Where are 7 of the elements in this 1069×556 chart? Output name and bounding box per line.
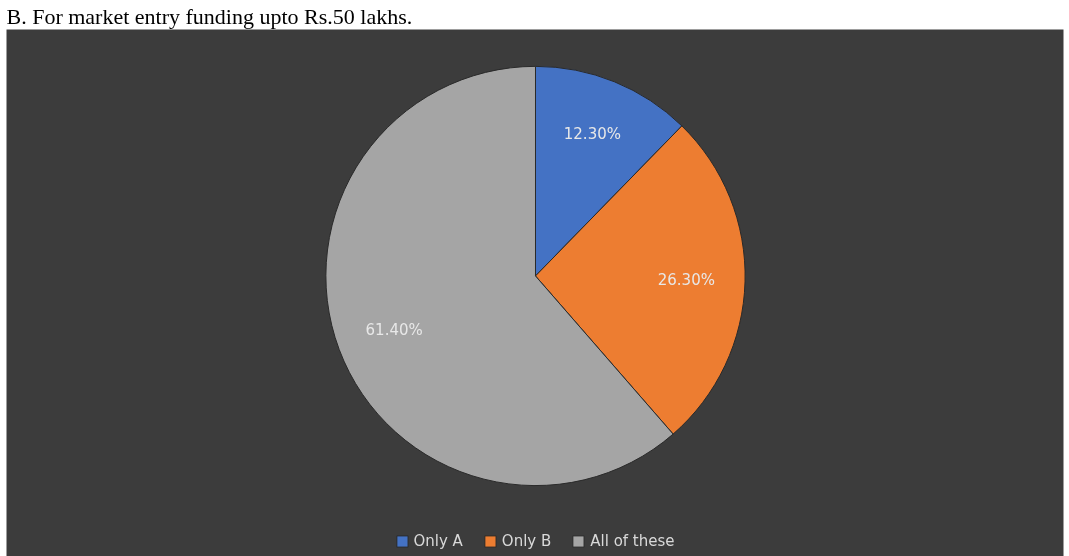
chart-title: B. For market entry funding upto Rs.50 lakhs. <box>6 3 413 29</box>
legend-label: Only B <box>501 532 552 550</box>
legend-label: All of these <box>590 532 675 550</box>
legend-label: Only A <box>413 532 463 550</box>
data-label: 12.30% <box>563 125 621 144</box>
data-label: 61.40% <box>365 320 423 339</box>
data-label: 26.30% <box>657 271 715 290</box>
